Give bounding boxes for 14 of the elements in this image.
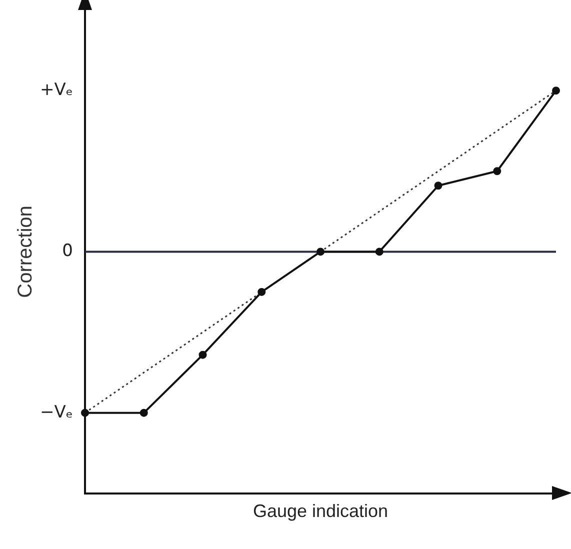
point xyxy=(81,408,89,417)
point xyxy=(198,350,207,359)
x-axis-title: Gauge indication xyxy=(252,501,388,522)
point xyxy=(552,86,560,95)
point xyxy=(258,288,266,296)
point xyxy=(140,408,148,417)
text: −Vₑ xyxy=(40,402,73,422)
point xyxy=(316,248,324,256)
ref-line-label: 0 xyxy=(62,241,73,262)
text: +Vₑ xyxy=(40,80,73,100)
point xyxy=(434,182,442,190)
point xyxy=(493,167,502,176)
y-axis-title: Correction xyxy=(14,206,37,298)
point xyxy=(375,248,384,256)
